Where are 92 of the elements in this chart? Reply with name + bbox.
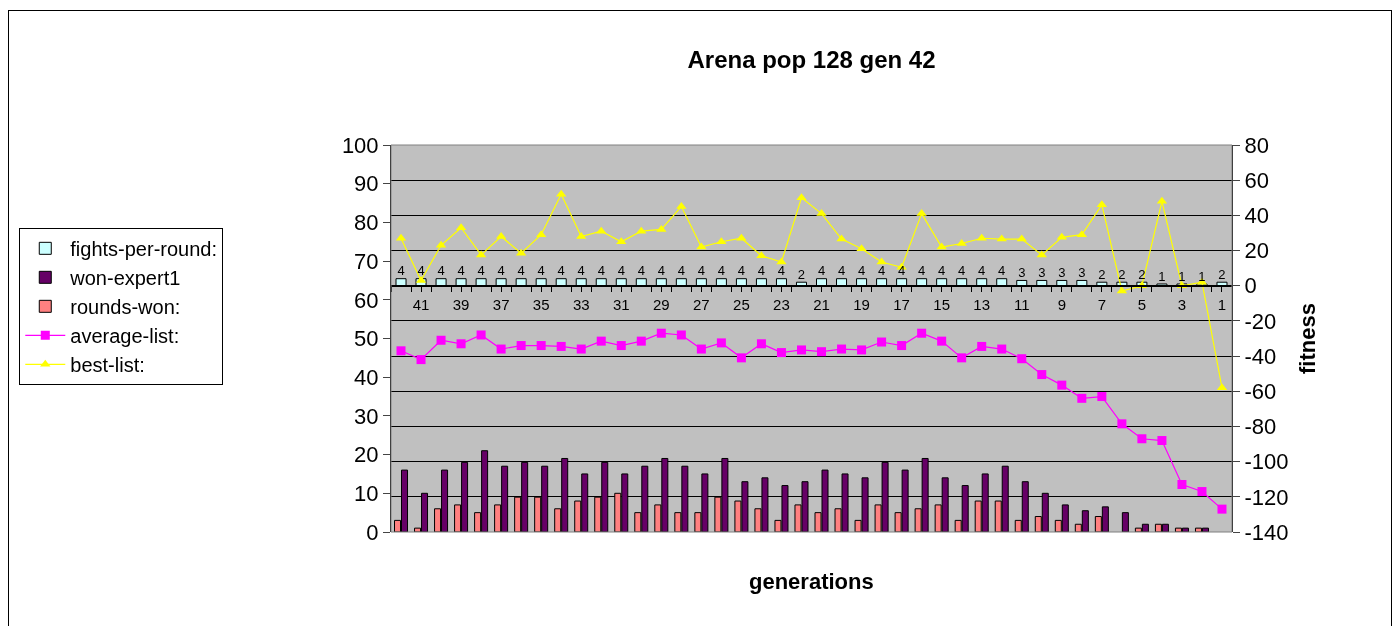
data-label: 4 bbox=[737, 263, 746, 279]
data-label: 4 bbox=[517, 263, 525, 279]
data-label: 2 bbox=[1138, 266, 1146, 282]
x-tick-label: 23 bbox=[773, 296, 790, 314]
y2-tick-label: 0 bbox=[1244, 273, 1257, 299]
x-tick-label: 39 bbox=[452, 296, 470, 314]
data-label: 3 bbox=[1058, 265, 1066, 281]
data-label: 2 bbox=[1218, 266, 1226, 282]
data-label: 4 bbox=[497, 263, 505, 279]
data-label: 4 bbox=[477, 263, 485, 279]
data-label: 4 bbox=[938, 263, 946, 279]
x-tick-label: 21 bbox=[813, 296, 830, 314]
x-tick-label: 33 bbox=[572, 296, 590, 314]
data-label: 4 bbox=[777, 263, 786, 279]
data-label: 4 bbox=[978, 263, 986, 279]
x-tick-label: 1 bbox=[1217, 296, 1227, 314]
x-tick-label: 31 bbox=[612, 296, 630, 314]
y2-axis-title: fitness bbox=[1295, 303, 1321, 374]
legend-label: won-expert1 bbox=[69, 267, 181, 290]
data-label: 4 bbox=[837, 263, 846, 279]
data-label: 4 bbox=[877, 263, 886, 279]
x-tick-label: 15 bbox=[933, 296, 950, 314]
x-tick-label: 11 bbox=[1013, 296, 1030, 314]
data-label: 1 bbox=[1158, 268, 1166, 284]
data-label: 1 bbox=[1198, 268, 1206, 284]
data-label: 2 bbox=[1098, 266, 1106, 282]
y-tick-label: 50 bbox=[354, 326, 379, 352]
data-label: 4 bbox=[437, 263, 445, 279]
y-tick-label: 70 bbox=[354, 248, 379, 274]
data-label: 4 bbox=[537, 263, 545, 279]
data-label: 4 bbox=[857, 263, 866, 279]
x-tick-label: 9 bbox=[1057, 296, 1066, 314]
data-label: 4 bbox=[557, 263, 565, 279]
x-tick-label: 29 bbox=[652, 296, 670, 314]
data-label: 4 bbox=[617, 263, 625, 279]
y2-tick-label: 60 bbox=[1244, 167, 1269, 193]
data-label: 4 bbox=[577, 263, 585, 279]
y2-tick-label: 80 bbox=[1244, 132, 1269, 158]
y-tick-label: 10 bbox=[354, 481, 379, 506]
data-label: 4 bbox=[457, 263, 465, 279]
x-tick-label: 35 bbox=[532, 296, 550, 314]
y2-tick-label: 20 bbox=[1244, 238, 1269, 264]
data-label: 4 bbox=[817, 263, 826, 279]
y2-tick-label: -100 bbox=[1244, 449, 1289, 475]
data-label: 4 bbox=[697, 263, 705, 279]
legend-label: rounds-won: bbox=[70, 296, 181, 319]
legend-label: best-list: bbox=[70, 354, 145, 377]
x-axis-title: generations bbox=[749, 569, 874, 594]
x-tick-label: 19 bbox=[853, 296, 870, 314]
data-label: 3 bbox=[1018, 265, 1026, 281]
data-label: 3 bbox=[1078, 265, 1086, 281]
y-tick-label: 0 bbox=[366, 519, 379, 545]
y2-tick-label: -40 bbox=[1244, 343, 1277, 369]
x-tick-label: 13 bbox=[973, 296, 991, 314]
y2-tick-label: -120 bbox=[1244, 484, 1289, 510]
x-tick-label: 37 bbox=[492, 296, 510, 314]
data-label: 4 bbox=[717, 263, 726, 279]
data-label: 4 bbox=[657, 263, 665, 279]
data-label: 4 bbox=[958, 263, 966, 279]
data-label: 2 bbox=[1118, 266, 1126, 282]
legend-label: average-list: bbox=[70, 325, 180, 348]
y2-tick-label: -140 bbox=[1244, 519, 1289, 545]
y2-tick-label: -20 bbox=[1244, 308, 1277, 334]
chart-title: Arena pop 128 gen 42 bbox=[687, 45, 936, 73]
data-label: 3 bbox=[1038, 265, 1046, 281]
y-tick-label: 60 bbox=[354, 287, 379, 313]
x-tick-label: 41 bbox=[412, 296, 430, 314]
x-tick-label: 17 bbox=[893, 296, 910, 314]
y-tick-label: 20 bbox=[354, 442, 379, 468]
y2-tick-label: -60 bbox=[1244, 378, 1277, 404]
y-tick-label: 80 bbox=[354, 210, 379, 236]
x-tick-label: 3 bbox=[1177, 296, 1187, 314]
y2-tick-label: 40 bbox=[1244, 203, 1269, 229]
data-label: 4 bbox=[757, 263, 766, 279]
data-label: 4 bbox=[597, 263, 605, 279]
y-tick-label: 100 bbox=[341, 132, 379, 158]
data-label: 4 bbox=[677, 263, 685, 279]
x-tick-label: 5 bbox=[1137, 296, 1147, 314]
data-label: 4 bbox=[998, 263, 1006, 279]
data-label: 4 bbox=[637, 263, 645, 279]
x-tick-label: 27 bbox=[693, 296, 710, 314]
data-label: 4 bbox=[417, 263, 425, 279]
y-tick-label: 90 bbox=[354, 171, 379, 197]
data-label: 4 bbox=[918, 263, 926, 279]
data-label: 2 bbox=[797, 266, 806, 282]
legend-label: fights-per-round: bbox=[70, 238, 218, 261]
y-tick-label: 40 bbox=[354, 364, 379, 390]
data-label: 4 bbox=[397, 263, 405, 279]
x-tick-label: 25 bbox=[733, 296, 750, 314]
y2-tick-label: -80 bbox=[1244, 414, 1277, 440]
x-tick-label: 7 bbox=[1097, 296, 1107, 314]
y-tick-label: 30 bbox=[354, 403, 379, 429]
